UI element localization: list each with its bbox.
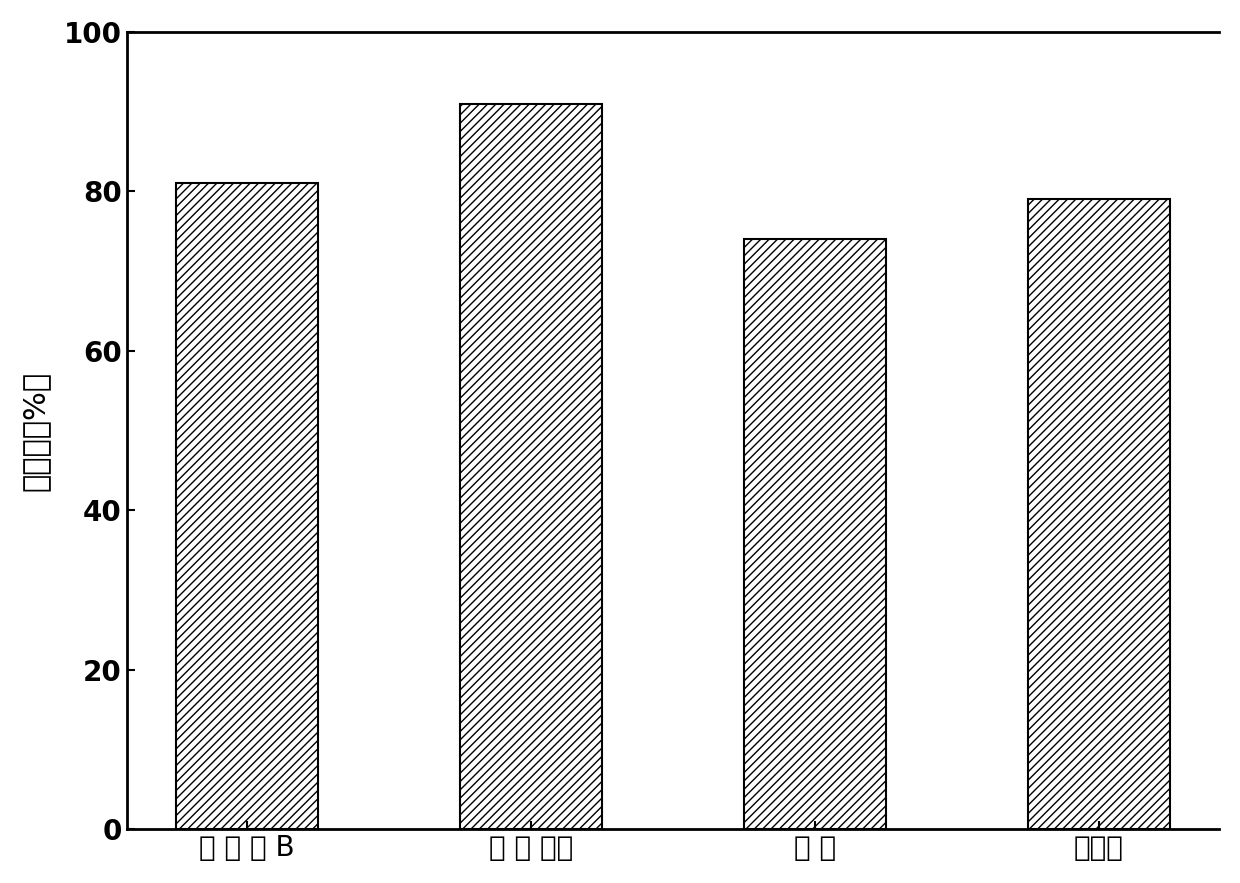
Bar: [744, 239, 885, 829]
Bar: [176, 184, 319, 829]
Y-axis label: 降解率（%）: 降解率（%）: [21, 371, 50, 491]
Bar: [460, 103, 601, 829]
Bar: [1028, 200, 1169, 829]
